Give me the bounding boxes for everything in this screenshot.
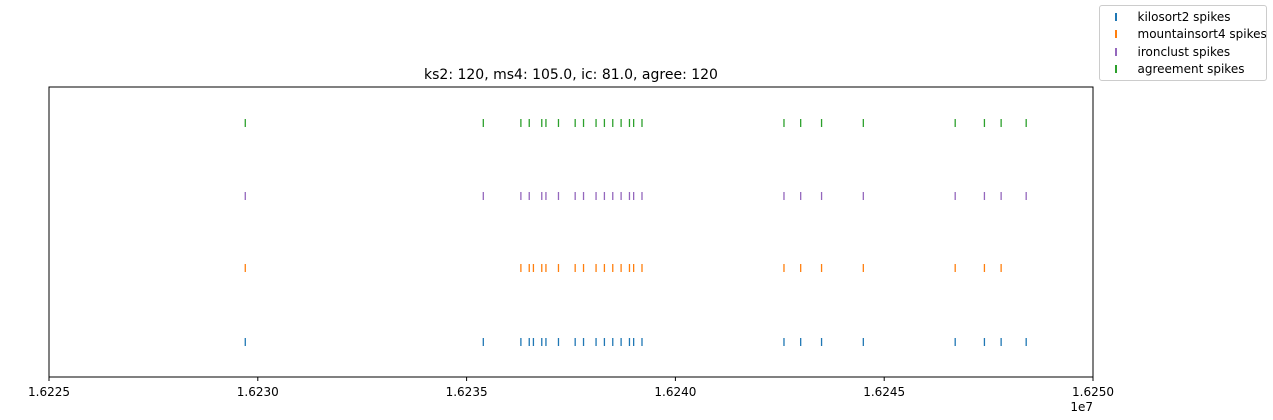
legend-label: mountainsort4 spikes — [1137, 27, 1267, 41]
spike-marks — [244, 119, 1027, 346]
x-tick-label-0: 1.6225 — [28, 385, 70, 399]
plot-frame — [48, 86, 1094, 378]
legend-marker — [1115, 30, 1117, 38]
legend-label: agreement spikes — [1137, 62, 1245, 76]
legend-marker — [1115, 47, 1117, 56]
legend-label: ironclust spikes — [1137, 44, 1231, 59]
x-tick-label-4: 1.6245 — [863, 385, 905, 399]
x-tick-label-5: 1.6250 — [1072, 385, 1114, 399]
legend: kilosort2 spikes mountainsort4 spikes ir… — [1099, 5, 1267, 81]
legend-item-ironclust: ironclust spikes — [1108, 43, 1230, 60]
legend-marker — [1115, 12, 1117, 21]
x-axis: 1.6225 1.6230 1.6235 1.6240 1.6245 1.6250 — [28, 377, 1114, 399]
legend-item-agreement: agreement spikes — [1108, 61, 1244, 78]
x-tick-label-1: 1.6230 — [237, 385, 279, 399]
legend-marker — [1115, 65, 1117, 73]
legend-item-mountainsort4: mountainsort4 spikes — [1108, 26, 1267, 43]
x-tick-label-2: 1.6235 — [446, 385, 488, 399]
x-tick-label-3: 1.6240 — [654, 385, 696, 399]
legend-item-kilosort2: kilosort2 spikes — [1108, 8, 1231, 25]
legend-label: kilosort2 spikes — [1137, 9, 1231, 24]
chart-title: ks2: 120, ms4: 105.0, ic: 81.0, agree: 1… — [424, 67, 718, 83]
x-offset-label: 1e7 — [1070, 400, 1093, 414]
